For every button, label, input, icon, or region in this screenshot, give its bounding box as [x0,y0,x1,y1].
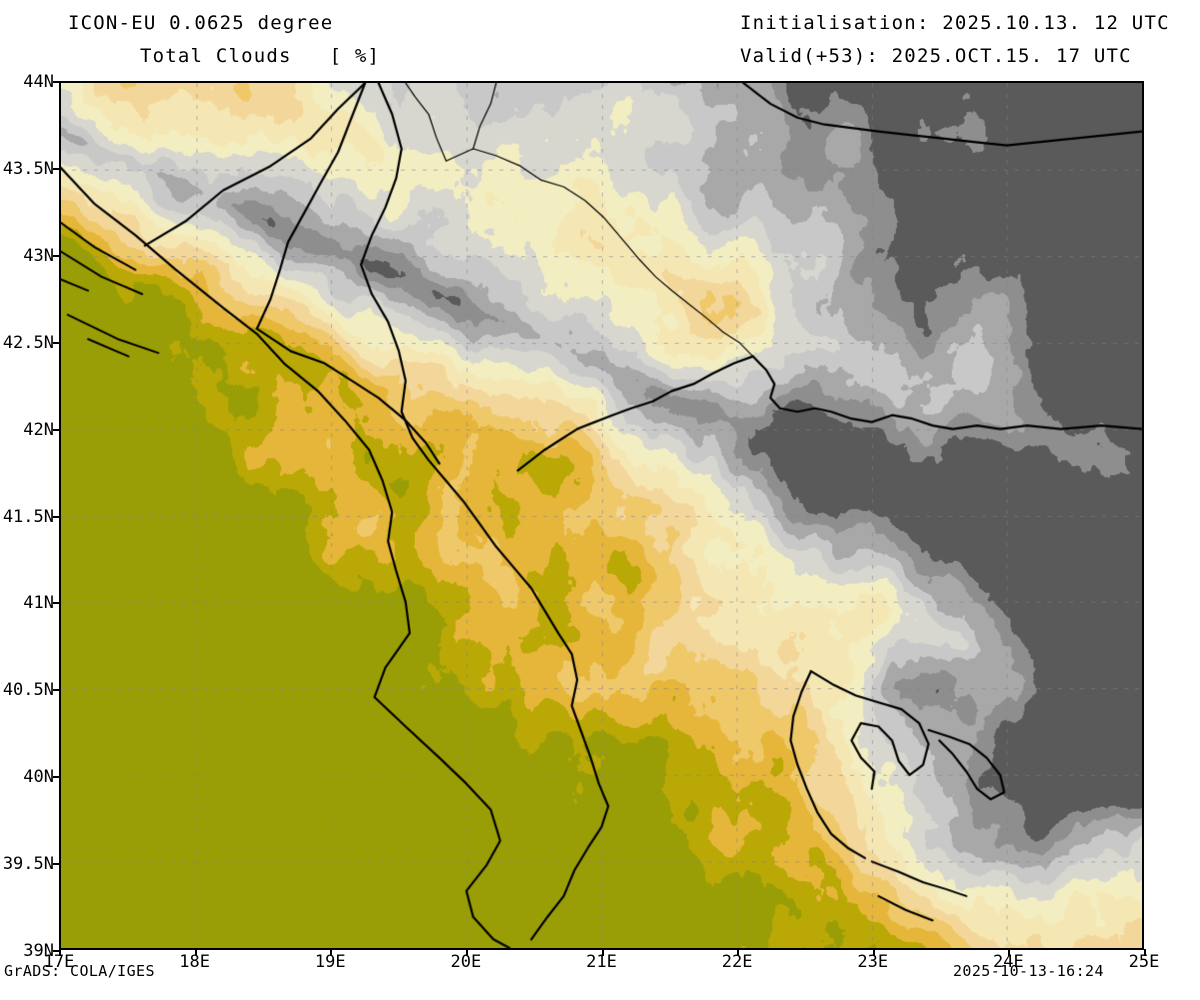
lon-tick-mark [737,949,740,956]
lat-tick-label: 40N [23,767,54,788]
lon-tick-mark [601,949,604,956]
lon-tick-mark [194,949,197,956]
lon-tick-label: 19E [314,952,346,972]
lon-tick-mark [465,949,468,956]
lat-tick-mark [53,776,60,779]
lat-tick-mark [53,689,60,692]
lon-tick-mark [1144,949,1146,956]
lon-tick-mark [872,949,875,956]
lat-tick-mark [53,428,60,431]
lat-tick-label: 41N [23,593,54,614]
cloud-cover-raster [61,83,1142,948]
lat-tick-label: 42.5N [2,332,54,353]
lon-tick-mark [1008,949,1011,956]
lon-tick-label: 22E [721,952,753,972]
lon-tick-label: 24E [993,952,1024,972]
grads-credit: GrADS: COLA/IGES [4,962,155,980]
lon-tick-label: 17E [43,952,75,972]
lon-tick-label: 25E [1128,952,1160,972]
lon-tick-label: 23E [857,952,889,972]
lat-tick-mark [53,341,60,344]
map-plot-area[interactable] [59,81,1144,950]
field-title: Total Clouds [ %] [140,45,381,67]
render-timestamp: 2025-10-13-16:24 [953,962,1104,980]
lon-tick-label: 20E [450,952,482,972]
model-title: ICON-EU 0.0625 degree [68,12,334,34]
lat-tick-mark [53,81,60,83]
lat-tick-mark [53,863,60,866]
lat-tick-label: 41.5N [2,506,54,527]
lat-tick-label: 39.5N [2,854,54,875]
lat-tick-label: 44N [23,72,54,92]
valid-time-label: Valid(+53): 2025.OCT.15. 17 UTC [740,45,1132,67]
lat-tick-mark [53,950,60,952]
lat-tick-label: 39N [23,941,54,961]
initialisation-label: Initialisation: 2025.10.13. 12 UTC [740,12,1170,34]
lat-tick-mark [53,515,60,518]
lat-tick-mark [53,602,60,605]
lat-tick-label: 40.5N [2,680,54,701]
lon-tick-mark [330,949,333,956]
lat-tick-mark [53,167,60,170]
lat-tick-label: 42N [23,419,54,440]
lat-tick-label: 43N [23,245,54,266]
lat-tick-label: 43.5N [2,158,54,179]
lon-tick-label: 21E [586,952,617,972]
lat-tick-mark [53,254,60,257]
lon-tick-mark [59,949,61,956]
lon-tick-label: 18E [179,952,210,972]
